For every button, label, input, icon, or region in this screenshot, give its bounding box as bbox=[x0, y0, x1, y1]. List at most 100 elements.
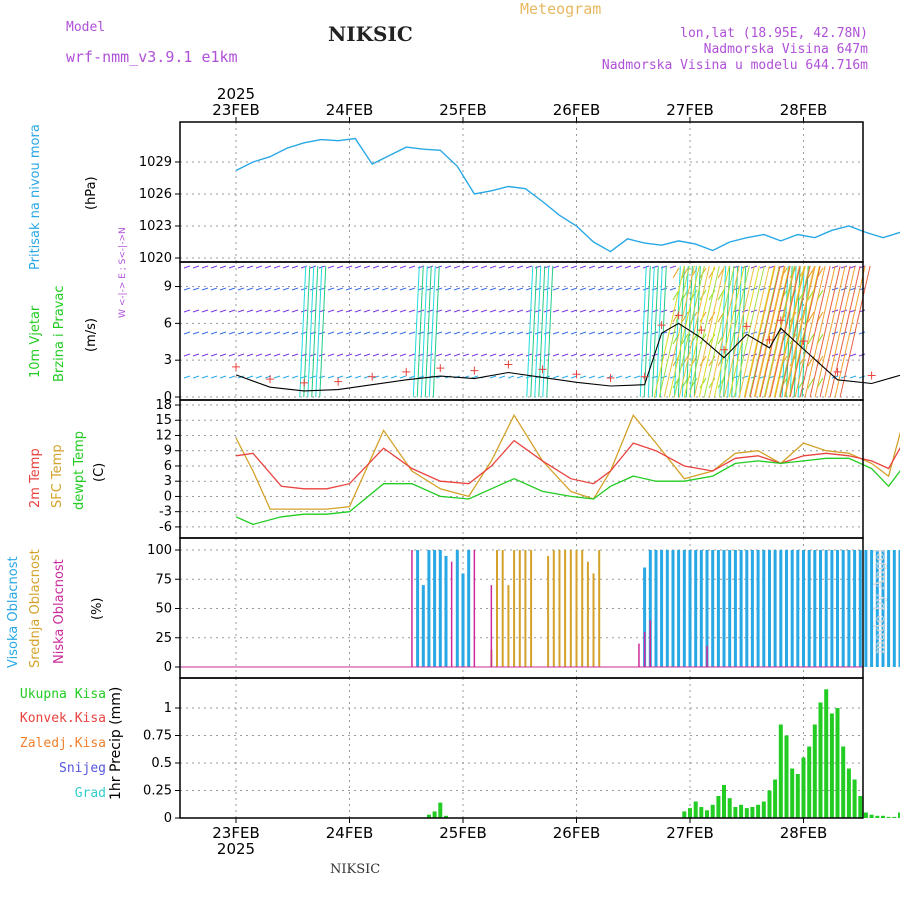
precip-total-bar bbox=[744, 808, 749, 818]
wind-burst-arrow bbox=[727, 265, 735, 398]
wind-arrow bbox=[237, 309, 245, 313]
precip-total-bar bbox=[682, 811, 687, 818]
wind-arrow bbox=[849, 353, 857, 357]
wind-gust-marker bbox=[867, 371, 876, 380]
wind-arrow bbox=[606, 265, 614, 269]
cloud-high-bar bbox=[705, 550, 709, 667]
wind-arrow bbox=[480, 353, 488, 357]
wind-arrow bbox=[642, 331, 650, 335]
wind-storm-arrow bbox=[759, 265, 791, 398]
wind-storm-arrow bbox=[653, 265, 685, 398]
cloud-high-bar bbox=[421, 585, 425, 667]
wind-arrow bbox=[246, 309, 254, 313]
wind-arrow bbox=[255, 331, 263, 335]
precip-total-bar bbox=[886, 816, 891, 818]
cloud-mid-bar bbox=[518, 550, 521, 667]
wind-arrow bbox=[498, 309, 506, 313]
wind-arrow bbox=[489, 331, 497, 335]
wind-arrow bbox=[408, 265, 416, 269]
wind-arrow bbox=[282, 309, 290, 313]
wind-arrow bbox=[246, 353, 254, 357]
wind-burst-arrow bbox=[647, 265, 655, 398]
cloud-high-bar bbox=[836, 550, 839, 667]
cloud-high-bar bbox=[699, 550, 703, 667]
cloud-high-bar bbox=[711, 550, 715, 667]
wind-storm-arrow bbox=[753, 265, 785, 398]
wind-arrow bbox=[507, 265, 515, 269]
wind-arrow bbox=[480, 265, 488, 269]
wind-arrow bbox=[273, 375, 281, 379]
sfc-temp-line bbox=[235, 413, 900, 510]
wind-storm-arrow bbox=[764, 265, 796, 398]
precip-total-bar bbox=[432, 811, 437, 818]
wind-storm-arrow bbox=[723, 265, 755, 398]
wind-storm-arrow bbox=[748, 265, 780, 398]
wind-arrow bbox=[273, 353, 281, 357]
wind-arrow bbox=[462, 331, 470, 335]
wind-arrow bbox=[498, 353, 506, 357]
y-tick-label: 0 bbox=[164, 489, 172, 504]
wind-arrow bbox=[219, 309, 227, 313]
wind-storm-arrow bbox=[774, 265, 806, 398]
wind-arrow bbox=[489, 375, 497, 379]
wind-arrow bbox=[390, 353, 398, 357]
wind-burst-arrow bbox=[797, 265, 805, 398]
y-tick-label: 0 bbox=[164, 660, 172, 675]
wind-arrow bbox=[255, 287, 263, 291]
cloud-high-bar bbox=[739, 550, 743, 667]
wind-arrow bbox=[858, 375, 866, 379]
wind-unit: (m/s) bbox=[84, 318, 99, 352]
wind-arrow bbox=[570, 309, 578, 313]
wind-arrow bbox=[255, 353, 263, 357]
wind-arrow bbox=[606, 309, 614, 313]
y-tick-label: 3 bbox=[164, 474, 172, 489]
cloud-mid-bar bbox=[524, 550, 527, 667]
day-label-top: 23FEB bbox=[212, 101, 259, 119]
cloud-mid-bar bbox=[496, 550, 498, 667]
wind-arrow bbox=[651, 265, 659, 269]
wind-arrow bbox=[435, 287, 443, 291]
cloud-mid-bar bbox=[552, 550, 555, 667]
wind-arrow bbox=[561, 309, 569, 313]
cloud-high-bar bbox=[892, 550, 896, 667]
wind-burst-arrow bbox=[534, 265, 542, 398]
wind-storm-arrow bbox=[754, 265, 786, 398]
wind-arrow bbox=[237, 353, 245, 357]
y-tick-label: -3 bbox=[159, 505, 172, 520]
wind-arrow bbox=[615, 309, 623, 313]
wind-arrow bbox=[426, 353, 434, 357]
wind-burst-arrow bbox=[424, 265, 432, 398]
wind-arrow bbox=[597, 331, 605, 335]
wind-arrow bbox=[381, 265, 389, 269]
wind-arrow bbox=[327, 331, 335, 335]
wind-arrow bbox=[210, 309, 218, 313]
wind-arrow bbox=[210, 353, 218, 357]
wind-storm-arrow bbox=[703, 265, 735, 398]
wind-storm-arrow bbox=[814, 265, 846, 398]
wind-arrow bbox=[354, 331, 362, 335]
wind-arrow bbox=[588, 309, 596, 313]
temp-unit: (C) bbox=[92, 462, 107, 482]
wind-storm-arrow bbox=[758, 265, 790, 398]
wind-storm-arrow bbox=[738, 265, 770, 398]
cloud-low-bar bbox=[649, 620, 651, 667]
wind-arrow bbox=[462, 353, 470, 357]
cloud-high-bar bbox=[847, 550, 851, 667]
wind-arrow bbox=[336, 265, 344, 269]
wind-arrow bbox=[228, 287, 236, 291]
wind-arrow bbox=[300, 287, 308, 291]
wind-arrow bbox=[291, 287, 299, 291]
wind-arrow bbox=[624, 265, 632, 269]
y-tick-label: 12 bbox=[155, 428, 172, 443]
wind-arrow bbox=[672, 267, 680, 279]
wind-arrow bbox=[606, 287, 614, 291]
wind-arrow bbox=[741, 309, 749, 313]
wind-storm-arrow bbox=[713, 265, 745, 398]
precip-total-bar bbox=[824, 689, 829, 818]
cloud-unit: (%) bbox=[90, 597, 105, 621]
wind-arrow bbox=[534, 309, 542, 313]
cloud-mid-bar bbox=[530, 550, 533, 667]
cloud-high-bar bbox=[750, 550, 754, 667]
wind-arrow bbox=[399, 265, 407, 269]
wind-arrow bbox=[552, 309, 560, 313]
